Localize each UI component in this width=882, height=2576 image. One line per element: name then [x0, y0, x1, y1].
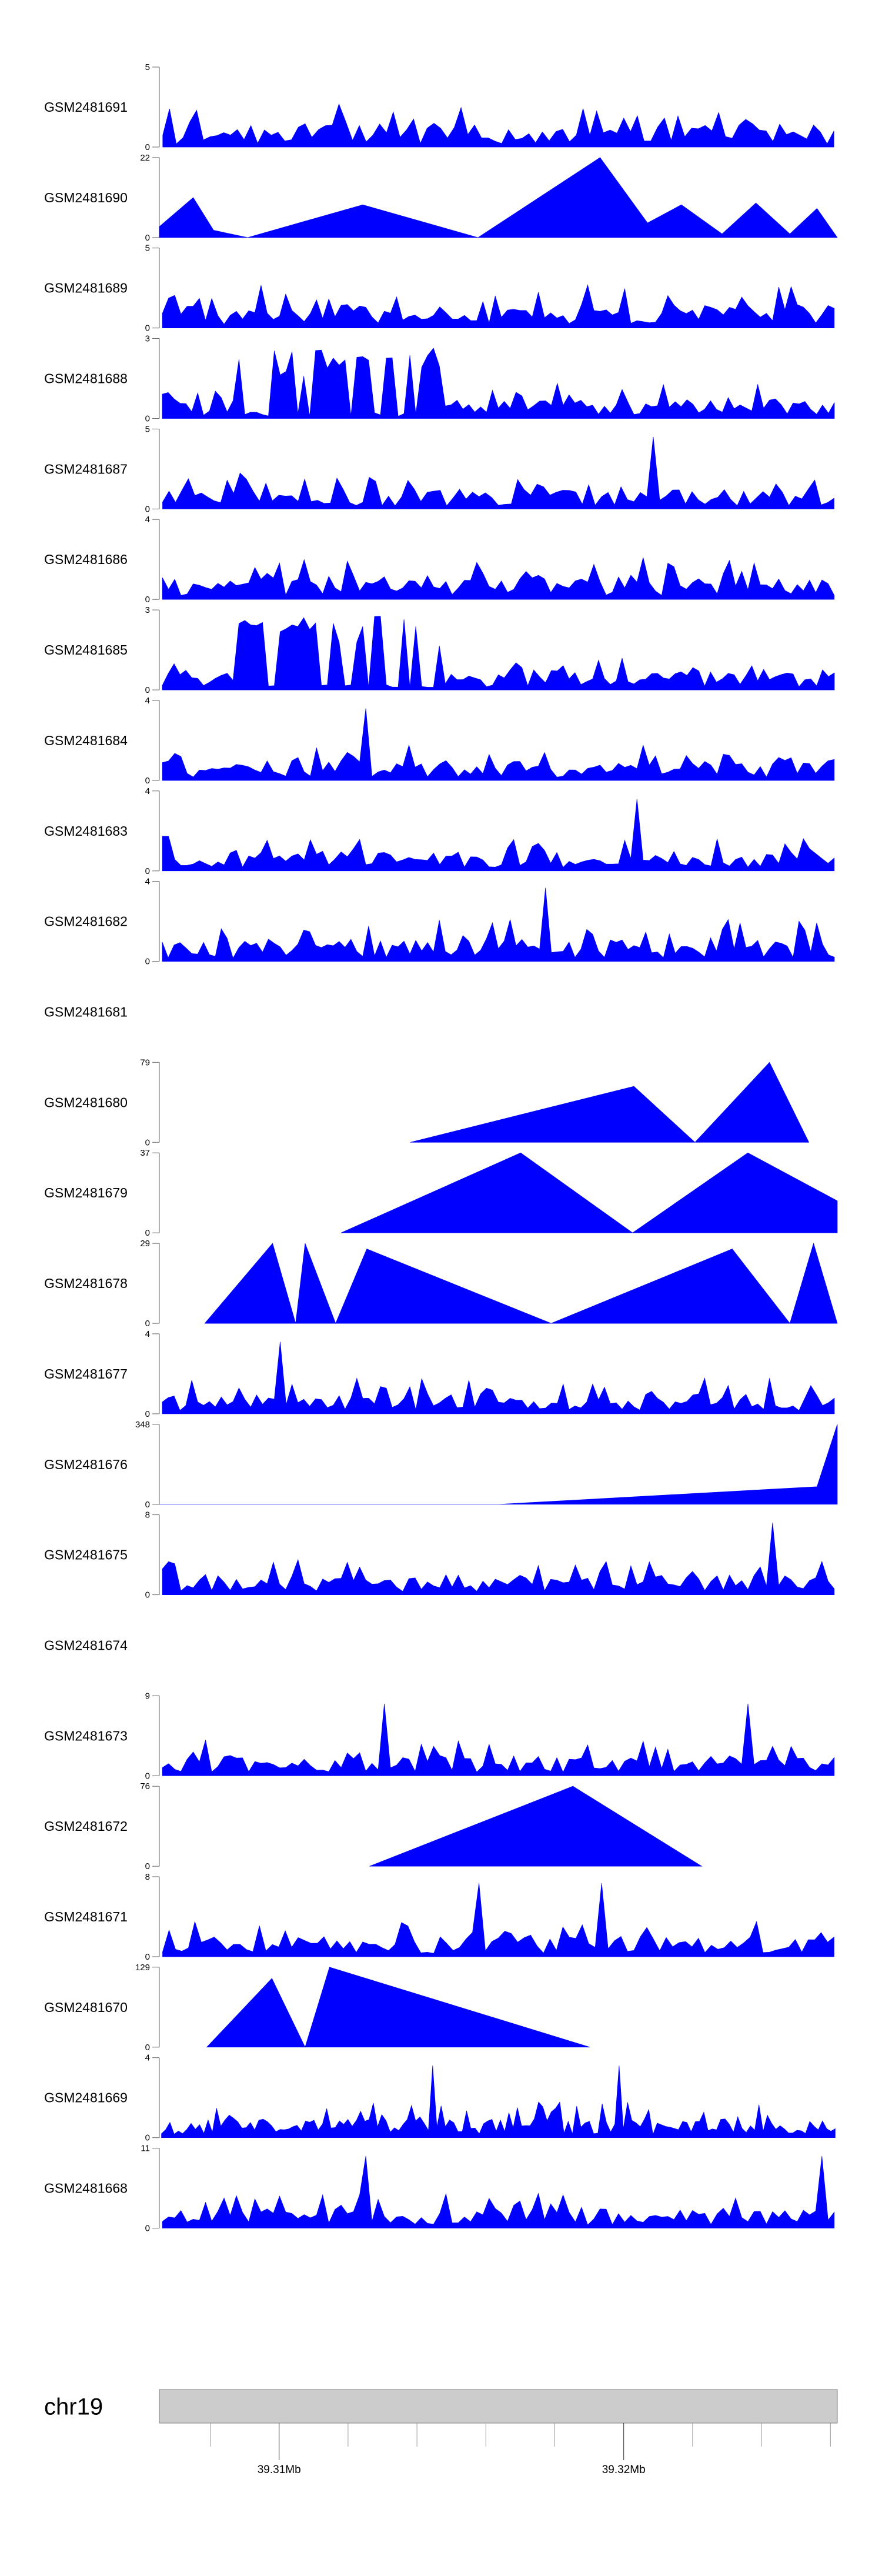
- svg-text:GSM2481690: GSM2481690: [44, 190, 128, 205]
- svg-text:4: 4: [145, 515, 150, 525]
- svg-text:0: 0: [145, 1228, 150, 1238]
- svg-text:0: 0: [145, 776, 150, 786]
- svg-text:GSM2481688: GSM2481688: [44, 371, 128, 386]
- svg-text:3: 3: [145, 334, 150, 344]
- svg-text:37: 37: [140, 1148, 150, 1158]
- svg-text:GSM2481668: GSM2481668: [44, 2181, 128, 2196]
- svg-text:5: 5: [145, 62, 150, 72]
- svg-text:0: 0: [145, 504, 150, 514]
- svg-text:4: 4: [145, 696, 150, 706]
- svg-text:0: 0: [145, 595, 150, 605]
- svg-text:11: 11: [141, 2144, 150, 2154]
- svg-text:GSM2481669: GSM2481669: [44, 2090, 128, 2105]
- svg-text:4: 4: [145, 2053, 150, 2063]
- svg-text:GSM2481681: GSM2481681: [44, 1005, 128, 1020]
- svg-text:348: 348: [135, 1420, 150, 1430]
- svg-text:29: 29: [140, 1239, 150, 1249]
- svg-text:GSM2481672: GSM2481672: [44, 1818, 128, 1834]
- svg-text:0: 0: [145, 2043, 150, 2053]
- svg-text:GSM2481670: GSM2481670: [44, 2000, 128, 2015]
- svg-text:8: 8: [145, 1510, 150, 1520]
- svg-text:GSM2481687: GSM2481687: [44, 461, 128, 476]
- svg-text:GSM2481677: GSM2481677: [44, 1366, 128, 1382]
- svg-text:3: 3: [145, 605, 150, 615]
- svg-text:4: 4: [145, 1329, 150, 1339]
- svg-text:129: 129: [135, 1963, 150, 1973]
- svg-text:0: 0: [145, 1137, 150, 1147]
- svg-text:0: 0: [145, 2133, 150, 2143]
- svg-text:22: 22: [140, 153, 150, 163]
- svg-text:0: 0: [145, 1861, 150, 1871]
- svg-text:8: 8: [145, 1872, 150, 1882]
- svg-text:4: 4: [145, 877, 150, 887]
- svg-text:0: 0: [145, 233, 150, 243]
- svg-text:GSM2481678: GSM2481678: [44, 1276, 128, 1291]
- svg-text:0: 0: [145, 1319, 150, 1329]
- svg-text:4: 4: [145, 786, 150, 796]
- svg-text:GSM2481682: GSM2481682: [44, 914, 128, 929]
- svg-text:5: 5: [145, 243, 150, 253]
- svg-text:GSM2481680: GSM2481680: [44, 1095, 128, 1110]
- svg-text:0: 0: [145, 957, 150, 967]
- svg-text:76: 76: [140, 1781, 150, 1791]
- svg-text:GSM2481674: GSM2481674: [44, 1637, 128, 1653]
- svg-text:0: 0: [145, 1590, 150, 1600]
- svg-text:0: 0: [145, 866, 150, 876]
- svg-text:0: 0: [145, 1500, 150, 1510]
- svg-text:GSM2481685: GSM2481685: [44, 642, 128, 658]
- svg-text:GSM2481691: GSM2481691: [44, 99, 128, 115]
- svg-text:GSM2481679: GSM2481679: [44, 1185, 128, 1200]
- svg-text:GSM2481673: GSM2481673: [44, 1728, 128, 1743]
- svg-text:GSM2481689: GSM2481689: [44, 281, 128, 296]
- svg-text:0: 0: [145, 1952, 150, 1962]
- svg-text:0: 0: [145, 142, 150, 152]
- svg-text:0: 0: [145, 1771, 150, 1781]
- svg-text:GSM2481676: GSM2481676: [44, 1457, 128, 1472]
- svg-text:GSM2481684: GSM2481684: [44, 733, 128, 748]
- svg-text:0: 0: [145, 685, 150, 695]
- svg-text:GSM2481686: GSM2481686: [44, 552, 128, 567]
- svg-text:GSM2481671: GSM2481671: [44, 1909, 128, 1924]
- svg-text:0: 0: [145, 2224, 150, 2234]
- svg-text:39.32Mb: 39.32Mb: [602, 2464, 646, 2476]
- svg-text:GSM2481683: GSM2481683: [44, 823, 128, 839]
- svg-text:0: 0: [145, 414, 150, 424]
- svg-text:9: 9: [145, 1691, 150, 1701]
- svg-text:GSM2481675: GSM2481675: [44, 1547, 128, 1563]
- svg-text:79: 79: [140, 1057, 150, 1067]
- svg-text:0: 0: [145, 323, 150, 333]
- svg-text:0: 0: [145, 1409, 150, 1419]
- svg-text:39.31Mb: 39.31Mb: [258, 2464, 301, 2476]
- svg-text:5: 5: [145, 424, 150, 434]
- svg-text:chr19: chr19: [44, 2394, 103, 2420]
